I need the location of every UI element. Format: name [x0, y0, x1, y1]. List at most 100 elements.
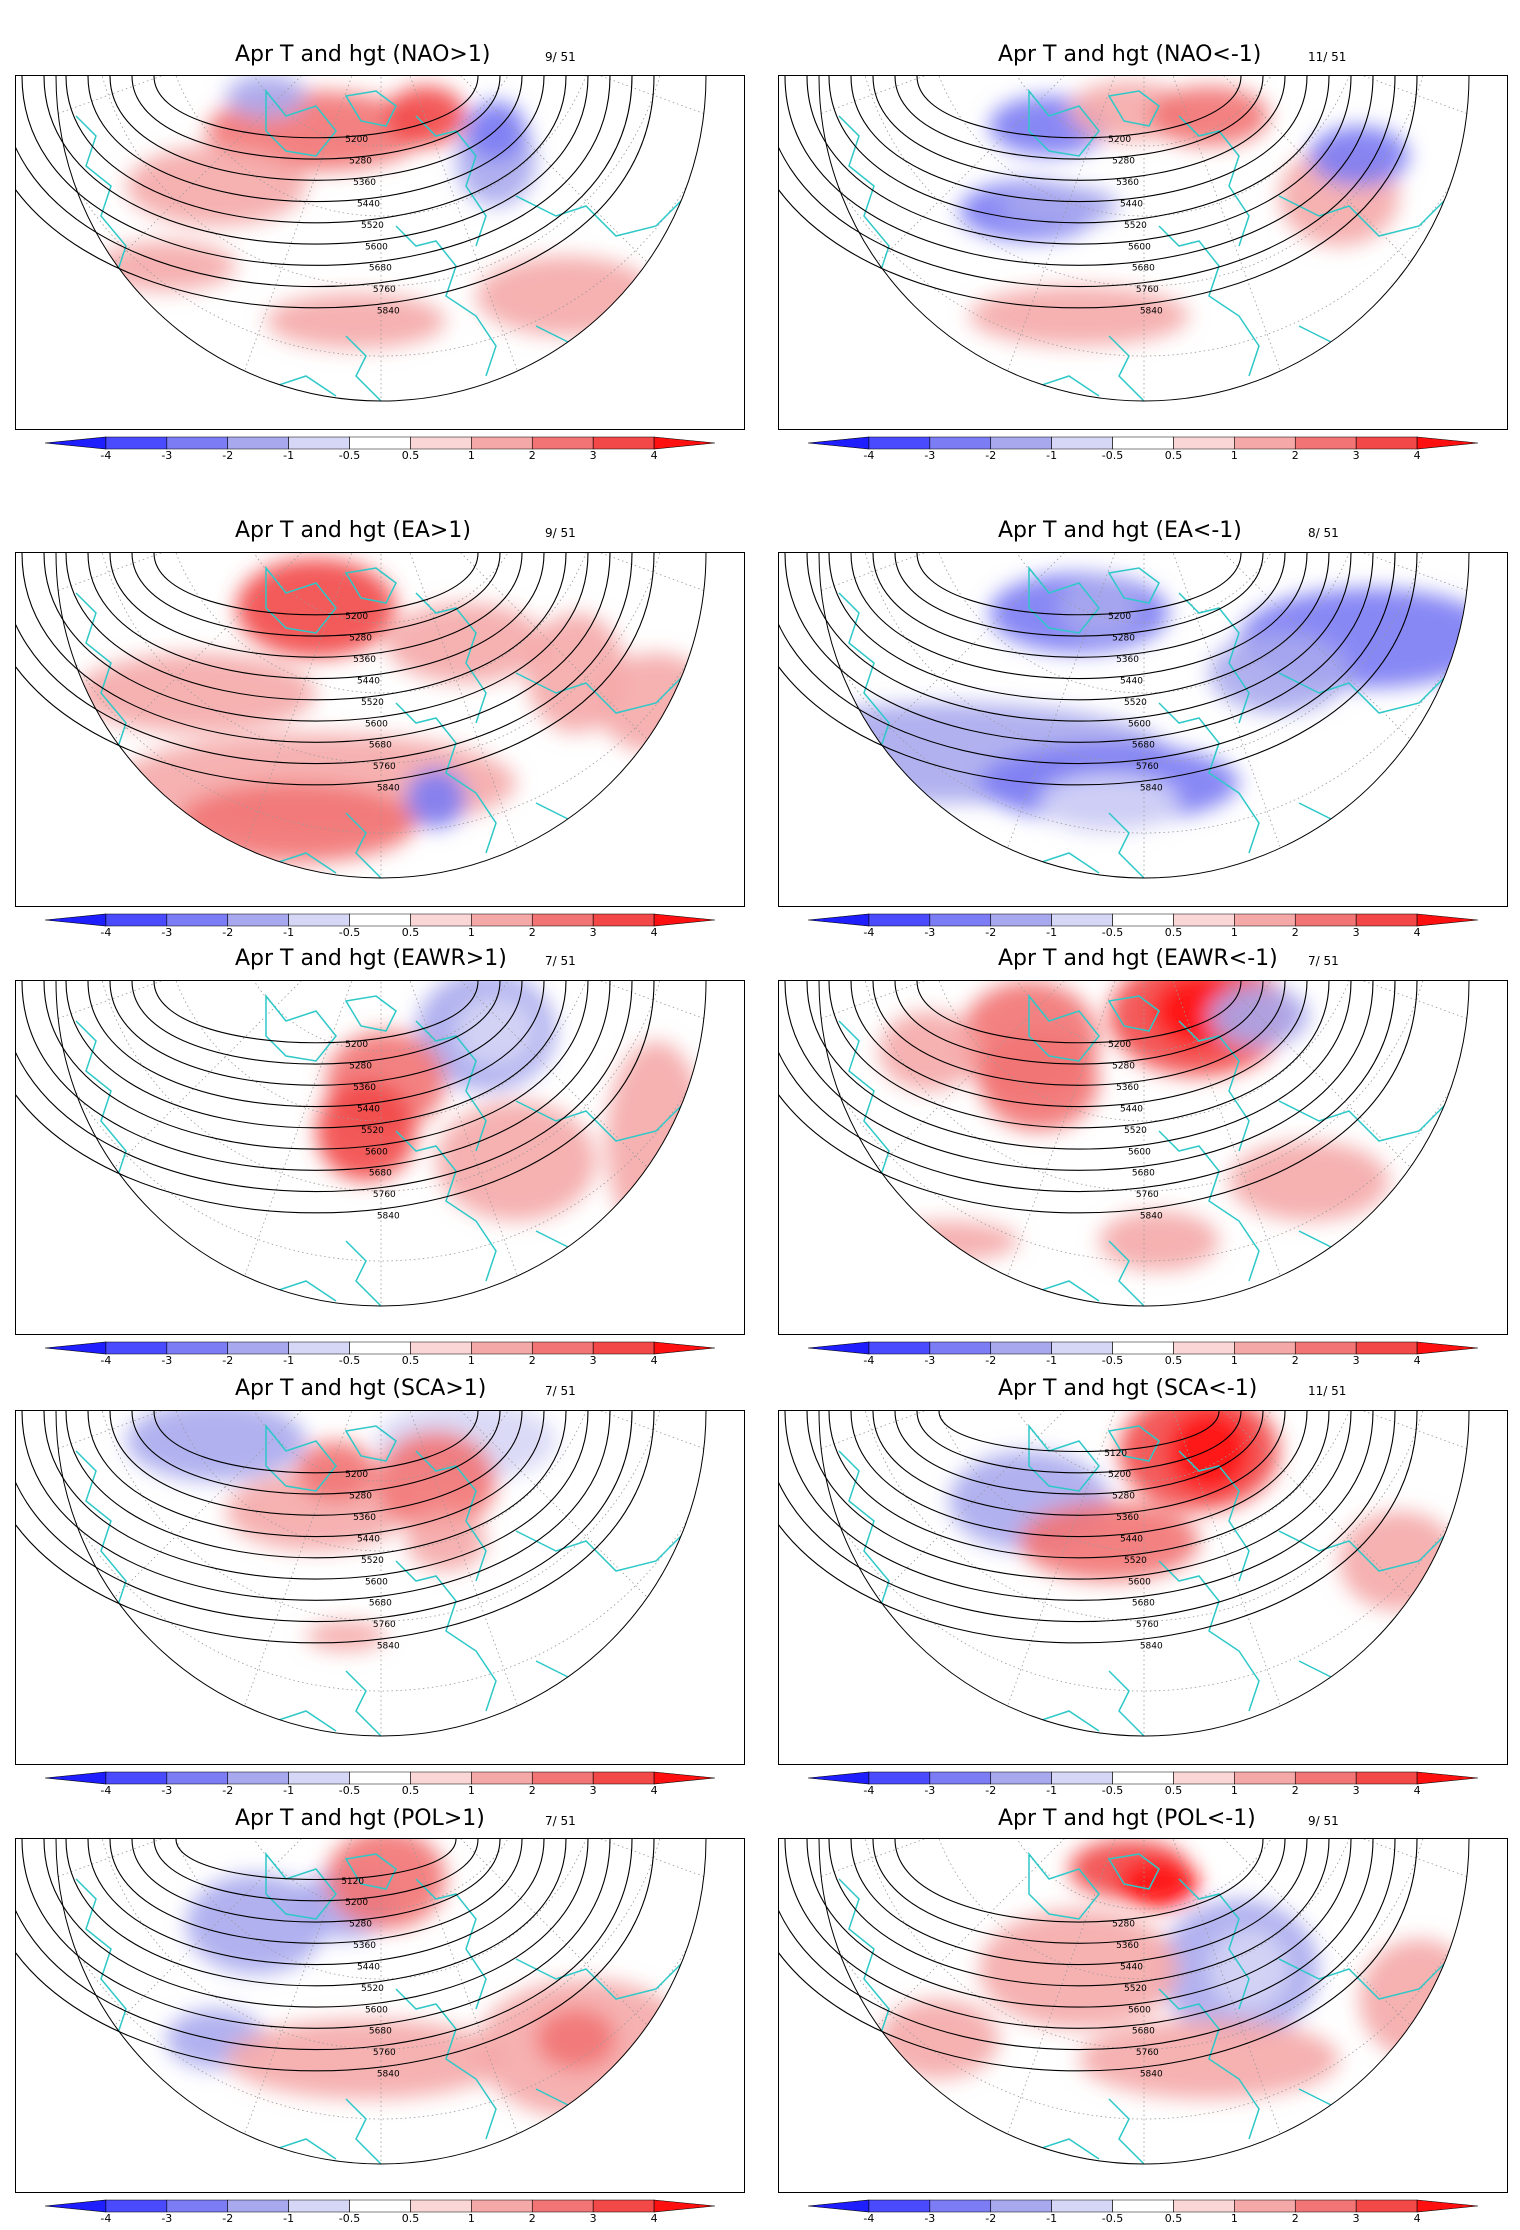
- contour-label: 5440: [357, 1104, 380, 1114]
- contour-line: [153, 981, 479, 1044]
- coastline: [345, 335, 397, 401]
- colorbar-swatch: [1294, 913, 1357, 927]
- contour-label: 5520: [1124, 1984, 1147, 1994]
- coastline: [415, 1020, 487, 1152]
- contour-label: 5360: [1116, 178, 1139, 188]
- contour-line: [87, 76, 545, 202]
- colorbar-swatch: [807, 913, 870, 927]
- colorbar-swatch: [349, 2199, 411, 2213]
- contour-line: [16, 553, 633, 764]
- colorbar-swatch: [44, 913, 107, 927]
- contour-label: 5280: [1112, 157, 1135, 167]
- contour-label: 5600: [365, 242, 388, 252]
- coastline: [515, 195, 687, 237]
- coastline: [1158, 225, 1260, 377]
- coastline: [838, 115, 940, 397]
- coastline: [345, 2098, 397, 2164]
- colorbar-label: -4: [100, 926, 112, 939]
- colorbar-label: -4: [863, 449, 875, 462]
- contour-line: [779, 1411, 1396, 1622]
- colorbar-label: 3: [589, 1354, 597, 1367]
- colorbar: -4 -3 -2 -1 -0.5 0.5 1 2 3 4: [44, 912, 716, 942]
- colorbar-swatch: [990, 1341, 1052, 1355]
- colorbar-label: -4: [863, 1784, 875, 1797]
- polar-map: 5120 5200 5280 5360 5440 5520 5600 5680 5760 5840: [779, 1411, 1470, 1737]
- contour-line: [779, 981, 1396, 1192]
- colorbar-label: -0.5: [1101, 1784, 1124, 1797]
- panel-count: 11/ 51: [1308, 1384, 1347, 1398]
- coastline: [56, 175, 87, 287]
- anomaly-blob: [879, 1999, 999, 2079]
- contour-line: [850, 1411, 1308, 1537]
- contour-line: [65, 981, 567, 1129]
- anomaly-blob: [1119, 1859, 1199, 1909]
- anomaly-blob: [76, 653, 316, 733]
- anomaly-blob: [126, 1411, 306, 1481]
- contour-label: 5760: [1136, 2048, 1159, 2058]
- contour-label: 5680: [369, 2027, 392, 2037]
- colorbar-swatch: [1112, 436, 1174, 450]
- colorbar-swatch: [1234, 2199, 1296, 2213]
- colorbar-label: 1: [1230, 2212, 1238, 2225]
- contour-label: 5520: [361, 221, 384, 231]
- colorbar-label: 4: [650, 926, 658, 939]
- temperature-anomaly-shading: [949, 1411, 1469, 1611]
- contour-label: 5840: [1140, 1212, 1163, 1222]
- contour-line: [779, 1839, 1396, 2050]
- polar-map: 5200 5280 5360 5440 5520 5600 5680 5760 5840: [16, 76, 707, 402]
- contour-line: [16, 1411, 655, 1644]
- colorbar-swatch: [288, 1771, 350, 1785]
- coastline: [819, 1938, 850, 2050]
- polar-map: 5200 5280 5360 5440 5520 5600 5680 5760 5840: [779, 553, 1470, 879]
- colorbar-swatch: [1051, 436, 1113, 450]
- coastline: [245, 2138, 337, 2160]
- coastline: [1028, 565, 1100, 634]
- panel-count: 9/ 51: [545, 50, 576, 64]
- contour-line: [872, 76, 1286, 181]
- colorbar-swatch: [349, 913, 411, 927]
- colorbar-label: 2: [528, 1784, 536, 1797]
- contour-line: [806, 76, 1352, 245]
- contour-line: [779, 981, 1418, 1214]
- colorbar-swatch: [471, 913, 533, 927]
- coastline: [75, 1878, 177, 2160]
- hemisphere-outline: [818, 1839, 1470, 2165]
- colorbar-swatch: [227, 913, 289, 927]
- colorbar-label: 2: [1291, 926, 1299, 939]
- contour-line: [16, 76, 633, 287]
- temperature-anomaly-shading: [126, 1411, 556, 1651]
- contour-label: 5760: [1136, 762, 1159, 772]
- coastline: [345, 1670, 397, 1736]
- colorbar-label: -4: [100, 1354, 112, 1367]
- colorbar-swatch: [349, 436, 411, 450]
- coastline: [1028, 1423, 1100, 1492]
- contour-label: 5840: [1140, 307, 1163, 317]
- colorbar-label: 0.5: [401, 2212, 420, 2225]
- colorbar-swatch: [44, 436, 107, 450]
- colorbar-swatch: [653, 913, 716, 927]
- anomaly-blob: [1099, 1211, 1219, 1271]
- anomaly-blob: [969, 286, 1189, 346]
- colorbar-label: 0.5: [1164, 2212, 1183, 2225]
- colorbar-swatch: [105, 1771, 168, 1785]
- colorbar-label: 1: [1230, 449, 1238, 462]
- contour-line: [916, 76, 1242, 139]
- colorbar-label: -3: [161, 1784, 173, 1797]
- contour-label: 5680: [1132, 1169, 1155, 1179]
- coastline: [1278, 672, 1450, 714]
- colorbar-label: -0.5: [1101, 449, 1124, 462]
- anomaly-blob: [266, 293, 446, 349]
- coastline: [344, 995, 397, 1032]
- contour-label: 5440: [357, 1534, 380, 1544]
- coastline: [819, 1080, 850, 1192]
- colorbar-label: 3: [1352, 449, 1360, 462]
- coastline: [395, 1988, 497, 2140]
- coastline: [75, 1450, 177, 1732]
- coastline: [819, 175, 850, 287]
- anomaly-blob: [979, 1909, 1179, 2029]
- anomaly-blob: [1169, 1411, 1249, 1491]
- coastline: [1108, 812, 1160, 878]
- polar-map: 5200 5280 5360 5440 5520 5600 5680 5760 5840: [16, 981, 707, 1307]
- colorbar-label: 1: [467, 926, 475, 939]
- anomaly-blob: [606, 1041, 706, 1241]
